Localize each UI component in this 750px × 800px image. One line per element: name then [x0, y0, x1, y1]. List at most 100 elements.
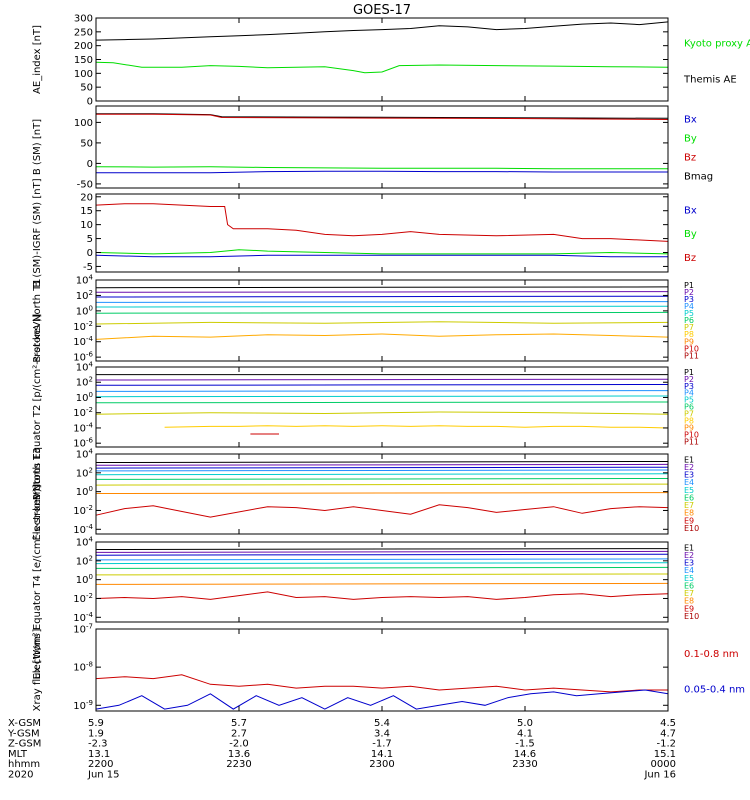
- panel-4-legend-7: P7: [684, 323, 694, 332]
- panel-4-series-5: [95, 305, 669, 308]
- panel-4-ytick-label-2: 10-4: [73, 335, 93, 348]
- panel-5-legend-4: P4: [684, 389, 694, 398]
- panel-2-ylabel: B (SM) [nT]: [32, 119, 43, 175]
- panel-2-series-2: [96, 113, 669, 120]
- panel-6-ytick-label-1: 10-4: [73, 523, 93, 536]
- panel-7-legend-5: E5: [684, 574, 694, 583]
- panel-3-ytick-label-5: 15: [80, 206, 93, 217]
- panel-7-legend-7: E7: [684, 589, 694, 598]
- panel-1-ytick-label-5: 200: [74, 41, 93, 52]
- taxis-row-3-value-1: -2.3: [88, 739, 108, 750]
- taxis-row-2-value-4: 4.1: [517, 728, 533, 739]
- panel-6-series-3: [95, 466, 669, 469]
- panel-8-series-2: [95, 689, 669, 710]
- panel-8-series-1: [95, 674, 668, 693]
- taxis-row-2-name: Y-GSM: [7, 728, 40, 739]
- panel-7-ytick-label-4: 102: [76, 554, 93, 567]
- taxis-row-5-value-4: 2330: [512, 759, 537, 770]
- taxis-row-4-value-3: 14.1: [371, 749, 393, 760]
- panel-7-ytick-label-2: 10-2: [73, 592, 93, 605]
- panel-5-series-5: [95, 395, 669, 398]
- panel-6-legend-10: E10: [684, 524, 699, 533]
- panel-3-series-3: [95, 254, 668, 258]
- panel-7-legend-6: E6: [684, 581, 694, 590]
- panel-8: 10-9 10-8 10-7 Xray flux [W/m²] 0.1-0.8 nm 0.…: [32, 623, 745, 712]
- panel-6-ytick-label-2: 10-2: [73, 504, 93, 517]
- panel-4-ytick-label-4: 100: [76, 304, 93, 317]
- panel-6-legend-3: E3: [684, 471, 694, 480]
- panel-1-ytick-label-4: 150: [74, 55, 93, 66]
- panel-6-legend-1: E1: [684, 455, 694, 464]
- panel-5-legend-3: P3: [684, 382, 694, 391]
- panel-4-legend-11: P11: [684, 351, 699, 360]
- panel-3-ytick-label-4: 10: [80, 220, 93, 231]
- panel-7-series-3: [95, 553, 669, 556]
- panel-6-series-9: [95, 504, 669, 518]
- taxis-row-1-name: X-GSM: [8, 718, 41, 729]
- panel-5-legend-11: P11: [684, 437, 699, 446]
- panel-3-ylabel: B (SM)-IGRF (SM) [nT]: [32, 178, 43, 287]
- panel-2-ytick-label-3: 50: [80, 138, 93, 149]
- panel-6-legend-6: E6: [684, 493, 694, 502]
- panel-3-legend-2: By: [684, 229, 697, 240]
- panel-4-ytick-label-3: 10-2: [73, 320, 93, 333]
- panel-6-legend-8: E8: [684, 509, 694, 518]
- taxis-row-1-value-5: 4.5: [660, 718, 676, 729]
- taxis-row-3-name: Z-GSM: [8, 739, 41, 750]
- panel-4-legend-5: P5: [684, 309, 694, 318]
- panel-6-legend-7: E7: [684, 501, 694, 510]
- panel-2-ytick-label-2: 0: [87, 159, 93, 170]
- panel-7-series-5: [95, 562, 669, 565]
- panel-4-ytick-label-5: 102: [76, 289, 93, 302]
- panel-3-frame: [95, 193, 669, 273]
- panel-1-ytick-label-1: 0: [87, 97, 93, 108]
- panel-4-legend-6: P6: [684, 316, 694, 325]
- panel-6-frame: [95, 453, 669, 535]
- panel-4-legend-9: P9: [684, 337, 694, 346]
- panel-4-series-4: [95, 301, 669, 303]
- panel-1-ytick-label-6: 250: [74, 27, 93, 38]
- taxis-row-3-value-2: -2.0: [229, 739, 249, 750]
- panel-2-ytick-label-1: -50: [77, 179, 93, 190]
- panel-1-ylabel: AE_index [nT]: [32, 25, 43, 94]
- panel-5-series-2: [95, 378, 669, 381]
- panel-5-legend-5: P5: [684, 396, 694, 405]
- panel-6-series-7: [95, 483, 669, 486]
- panel-6-ylabel: Electrons North T3: [32, 447, 43, 540]
- panel-6-ytick-label-5: 104: [76, 448, 94, 461]
- panel-6-ytick-label-4: 102: [76, 466, 93, 479]
- taxis-row-2-value-3: 3.4: [374, 728, 390, 739]
- taxis-row-5-value-1: 2200: [88, 759, 113, 770]
- panel-6-legend-5: E5: [684, 486, 694, 495]
- panel-5-legend-9: P9: [684, 424, 694, 433]
- panel-5-ytick-label-6: 104: [76, 361, 94, 374]
- taxis-row-4-value-5: 15.1: [654, 749, 676, 760]
- panel-8-legend-1: 0.1-0.8 nm: [684, 649, 739, 660]
- panel-3-series-1: [95, 203, 669, 242]
- panel-7-legend-4: E4: [684, 566, 694, 575]
- panel-7-series-4: [95, 558, 669, 561]
- taxis-row-6-value-5: Jun 16: [643, 770, 676, 781]
- panel-6-series-5: [95, 473, 669, 476]
- taxis-row-6-value-1: Jun 15: [87, 770, 120, 781]
- taxis-row-2-value-1: 1.9: [88, 728, 104, 739]
- panel-5-legend-7: P7: [684, 410, 694, 419]
- panel-5-ytick-label-3: 10-2: [73, 406, 93, 419]
- panel-6-legend-2: E2: [684, 463, 694, 472]
- taxis-row-6-name: 2020: [8, 770, 33, 781]
- panel-3-ytick-label-6: 20: [80, 192, 93, 203]
- panel-4-legend-2: P2: [684, 288, 694, 297]
- panel-7-series-1: [95, 548, 669, 550]
- panel-5-ytick-label-2: 10-4: [73, 421, 93, 434]
- taxis-row-1-value-3: 5.4: [374, 718, 390, 729]
- panel-7-series-6: [95, 566, 669, 569]
- panel-7-series-9: [95, 591, 669, 600]
- panel-1-series-1: [95, 21, 669, 41]
- panel-4-series-1: [95, 286, 669, 289]
- panel-5-series-6: [95, 401, 669, 404]
- taxis-row-4-value-1: 13.1: [88, 749, 110, 760]
- panel-2: -50 0 50 100 B (SM) [nT] Bx By Bz Bmag: [32, 105, 713, 190]
- panel-8-ytick-label-1: 10-9: [73, 699, 93, 712]
- panel-5-series-7: [95, 411, 669, 415]
